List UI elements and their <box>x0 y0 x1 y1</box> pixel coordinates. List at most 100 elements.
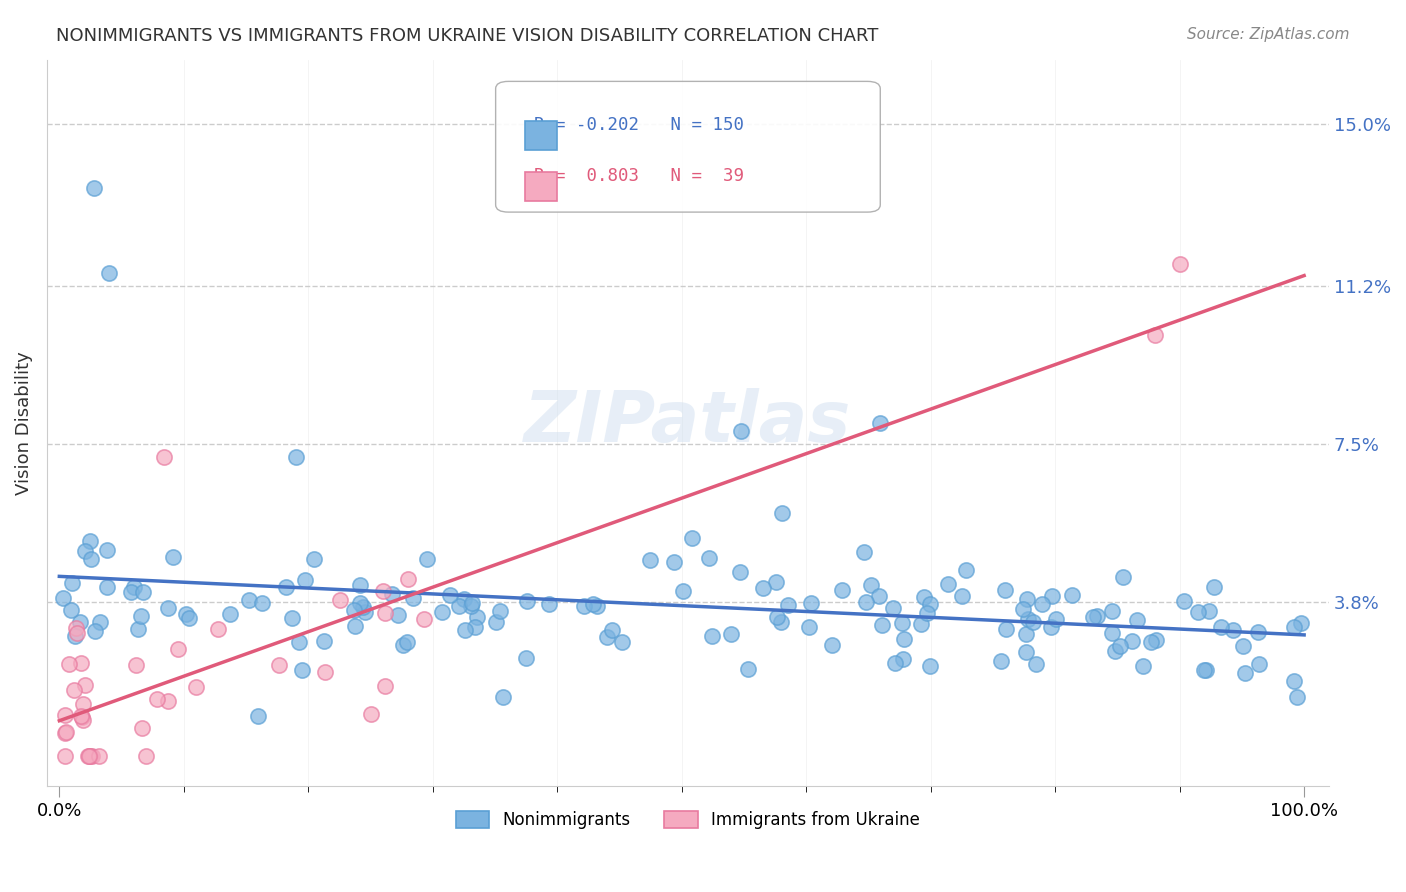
Nonimmigrants <box>314 634 336 648</box>
Nonimmigrants <box>918 598 941 612</box>
Nonimmigrants <box>1062 589 1084 603</box>
FancyBboxPatch shape <box>524 172 557 202</box>
Legend: Nonimmigrants, Immigrants from Ukraine: Nonimmigrants, Immigrants from Ukraine <box>450 804 927 836</box>
Nonimmigrants <box>352 599 374 614</box>
Nonimmigrants <box>219 607 242 622</box>
Immigrants from Ukraine <box>207 623 229 637</box>
Nonimmigrants <box>454 623 477 637</box>
Nonimmigrants <box>83 180 105 194</box>
Nonimmigrants <box>891 616 914 631</box>
Nonimmigrants <box>439 589 461 603</box>
Nonimmigrants <box>936 576 959 591</box>
Immigrants from Ukraine <box>186 681 208 695</box>
Nonimmigrants <box>990 654 1012 668</box>
Nonimmigrants <box>950 589 973 603</box>
Nonimmigrants <box>891 652 914 666</box>
Nonimmigrants <box>52 591 75 605</box>
Nonimmigrants <box>1285 690 1308 704</box>
Nonimmigrants <box>98 266 121 280</box>
Nonimmigrants <box>1125 613 1147 627</box>
Nonimmigrants <box>538 597 561 611</box>
Nonimmigrants <box>1045 612 1067 626</box>
Nonimmigrants <box>349 577 371 591</box>
Nonimmigrants <box>344 619 367 633</box>
Nonimmigrants <box>586 599 609 614</box>
Nonimmigrants <box>75 543 97 558</box>
Nonimmigrants <box>882 600 904 615</box>
Nonimmigrants <box>915 606 938 620</box>
Nonimmigrants <box>1040 589 1063 603</box>
Immigrants from Ukraine <box>1168 257 1191 271</box>
Nonimmigrants <box>910 616 932 631</box>
Immigrants from Ukraine <box>314 665 336 680</box>
Nonimmigrants <box>778 598 800 612</box>
Immigrants from Ukraine <box>62 683 84 698</box>
Immigrants from Ukraine <box>396 572 419 586</box>
Nonimmigrants <box>157 601 180 615</box>
Nonimmigrants <box>1222 623 1244 637</box>
Nonimmigrants <box>769 615 792 629</box>
Nonimmigrants <box>1173 594 1195 608</box>
Immigrants from Ukraine <box>53 707 76 722</box>
Nonimmigrants <box>1014 645 1036 659</box>
Nonimmigrants <box>464 620 486 634</box>
Nonimmigrants <box>96 580 118 594</box>
Text: ZIPatlas: ZIPatlas <box>524 388 852 458</box>
Nonimmigrants <box>1109 640 1132 654</box>
Nonimmigrants <box>131 585 153 599</box>
Nonimmigrants <box>1025 657 1047 672</box>
Nonimmigrants <box>120 585 142 599</box>
Immigrants from Ukraine <box>77 748 100 763</box>
Nonimmigrants <box>79 533 101 548</box>
Nonimmigrants <box>1144 632 1167 647</box>
Nonimmigrants <box>730 424 752 438</box>
Nonimmigrants <box>860 578 883 592</box>
Nonimmigrants <box>122 580 145 594</box>
Nonimmigrants <box>65 630 87 644</box>
Immigrants from Ukraine <box>58 657 80 671</box>
Nonimmigrants <box>1187 605 1209 619</box>
Immigrants from Ukraine <box>76 748 98 763</box>
Nonimmigrants <box>1139 634 1161 648</box>
Immigrants from Ukraine <box>146 691 169 706</box>
Nonimmigrants <box>60 602 83 616</box>
Nonimmigrants <box>582 598 605 612</box>
Text: R =  0.803   N =  39: R = 0.803 N = 39 <box>534 167 744 185</box>
Immigrants from Ukraine <box>167 642 190 657</box>
Nonimmigrants <box>918 658 941 673</box>
Immigrants from Ukraine <box>329 593 352 607</box>
Nonimmigrants <box>1104 644 1126 658</box>
Nonimmigrants <box>600 624 623 638</box>
Nonimmigrants <box>1246 625 1268 640</box>
Immigrants from Ukraine <box>82 748 104 763</box>
Nonimmigrants <box>291 664 314 678</box>
Immigrants from Ukraine <box>153 450 176 464</box>
Nonimmigrants <box>728 565 751 579</box>
Immigrants from Ukraine <box>374 680 396 694</box>
Nonimmigrants <box>720 626 742 640</box>
Nonimmigrants <box>681 531 703 545</box>
Nonimmigrants <box>766 610 789 624</box>
Immigrants from Ukraine <box>267 657 290 672</box>
Nonimmigrants <box>1015 626 1038 640</box>
Immigrants from Ukraine <box>1143 328 1166 343</box>
Nonimmigrants <box>1039 620 1062 634</box>
Nonimmigrants <box>752 582 775 596</box>
Nonimmigrants <box>574 599 596 614</box>
Nonimmigrants <box>700 629 723 643</box>
Nonimmigrants <box>737 662 759 676</box>
Immigrants from Ukraine <box>157 693 180 707</box>
Nonimmigrants <box>800 596 823 610</box>
Y-axis label: Vision Disability: Vision Disability <box>15 351 32 494</box>
Nonimmigrants <box>640 553 662 567</box>
Text: NONIMMIGRANTS VS IMMIGRANTS FROM UKRAINE VISION DISABILITY CORRELATION CHART: NONIMMIGRANTS VS IMMIGRANTS FROM UKRAINE… <box>56 27 879 45</box>
Text: R = -0.202   N = 150: R = -0.202 N = 150 <box>534 116 744 134</box>
Nonimmigrants <box>1198 604 1220 618</box>
Nonimmigrants <box>1031 597 1053 611</box>
Nonimmigrants <box>1234 665 1257 680</box>
Immigrants from Ukraine <box>135 748 157 763</box>
Nonimmigrants <box>247 709 270 723</box>
Immigrants from Ukraine <box>55 724 77 739</box>
Nonimmigrants <box>1015 591 1038 606</box>
Nonimmigrants <box>1282 674 1305 689</box>
